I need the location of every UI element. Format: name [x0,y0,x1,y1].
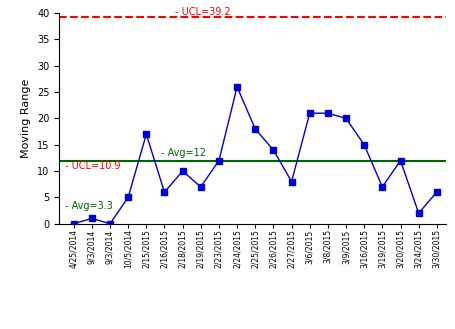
Text: - Avg=12: - Avg=12 [161,148,206,159]
Text: - UCL=10.9: - UCL=10.9 [65,161,120,171]
Text: - Avg=3.3: - Avg=3.3 [65,201,112,211]
Text: - UCL=39.2: - UCL=39.2 [175,7,231,17]
Y-axis label: Moving Range: Moving Range [21,79,31,158]
